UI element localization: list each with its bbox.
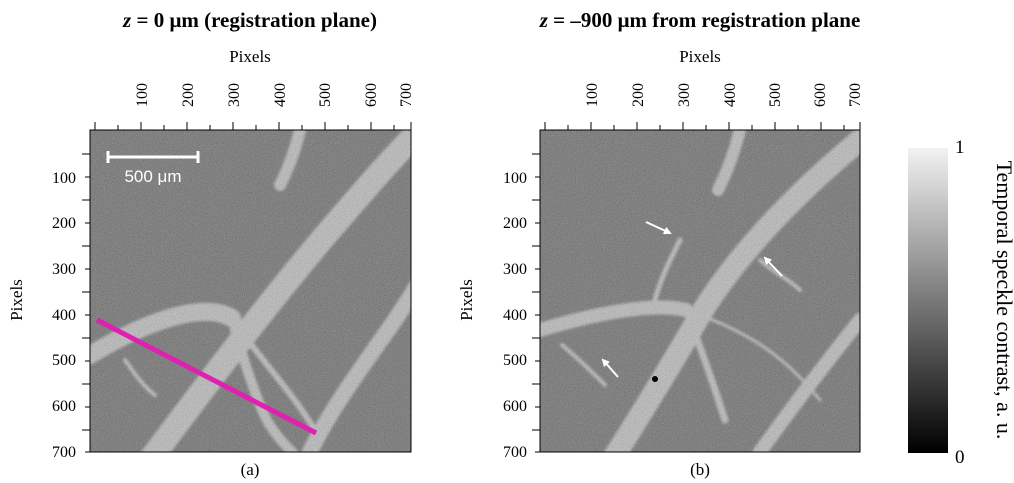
panel-b-arrow-3 bbox=[601, 358, 619, 378]
panel-a-x-tick-label: 400 bbox=[272, 83, 289, 107]
panel-b-x-tick-label: 700 bbox=[847, 83, 864, 107]
panel-b-x-tick-label: 600 bbox=[812, 83, 829, 107]
panel-b-y-tick-label: 200 bbox=[503, 215, 527, 232]
panel-a-scalebar bbox=[106, 151, 200, 163]
panel-a-y-tick-label: 200 bbox=[52, 215, 76, 232]
panel-b-frame bbox=[539, 129, 861, 453]
panel-b-x-axis-title: Pixels bbox=[679, 47, 721, 66]
panel-a: z = 0 μm (registration plane) Pixels 500… bbox=[7, 8, 415, 479]
panel-a-x-tick-label: 100 bbox=[134, 83, 151, 107]
panel-a-y-tick-label: 700 bbox=[52, 444, 76, 461]
panel-a-x-tick-label: 200 bbox=[180, 83, 197, 107]
panel-a-x-axis-title: Pixels bbox=[229, 47, 271, 66]
panel-b-speckle-texture bbox=[540, 130, 860, 452]
panel-b-title-rest: = –900 μm from registration plane bbox=[548, 8, 860, 32]
panel-b-y-tick-label: 600 bbox=[503, 398, 527, 415]
colorbar-max-label: 1 bbox=[955, 137, 965, 158]
panel-b-x-tick-label: 400 bbox=[722, 83, 739, 107]
panel-b-arrow-2 bbox=[763, 256, 783, 277]
panel-a-y-axis-title: Pixels bbox=[7, 279, 26, 321]
panel-a-y-tick-label: 300 bbox=[52, 261, 76, 278]
colorbar-min-label: 0 bbox=[955, 447, 965, 468]
panel-b: z = –900 μm from registration plane Pixe… bbox=[457, 8, 864, 479]
panel-a-x-ticks: 100 200 300 400 500 600 700 bbox=[94, 83, 415, 130]
panel-a-caption: (a) bbox=[241, 460, 260, 479]
panel-a-x-tick-label: 600 bbox=[363, 83, 380, 107]
colorbar-title: Temporal speckle contrast, a. u. bbox=[992, 161, 1014, 440]
panel-a-x-tick-label: 500 bbox=[317, 83, 334, 107]
panel-b-x-tick-label: 100 bbox=[584, 83, 601, 107]
panel-b-x-tick-label: 500 bbox=[767, 83, 784, 107]
panel-b-dark-spot bbox=[652, 376, 658, 382]
panel-b-caption: (b) bbox=[690, 460, 710, 479]
panel-b-x-ticks: 100 200 300 400 500 600 700 bbox=[544, 83, 864, 130]
panel-a-y-tick-label: 100 bbox=[52, 170, 76, 187]
panel-a-title-rest: = 0 μm (registration plane) bbox=[131, 8, 377, 32]
colorbar-gradient bbox=[908, 148, 948, 453]
panel-b-arrows bbox=[601, 221, 783, 378]
panel-a-x-tick-label: 700 bbox=[398, 83, 415, 107]
panel-a-x-tick-label: 300 bbox=[226, 83, 243, 107]
panel-b-image bbox=[540, 130, 860, 452]
panel-a-scalebar-label: 500 μm bbox=[124, 167, 181, 186]
panel-b-title: z = –900 μm from registration plane bbox=[539, 8, 861, 32]
panel-a-title: z = 0 μm (registration plane) bbox=[122, 8, 377, 32]
panel-b-title-italic: z bbox=[539, 8, 549, 32]
panel-b-y-ticks: 100 200 300 400 500 600 700 bbox=[503, 153, 540, 461]
panel-a-y-tick-label: 500 bbox=[52, 352, 76, 369]
panel-b-y-tick-label: 400 bbox=[503, 307, 527, 324]
panel-b-x-tick-label: 200 bbox=[630, 83, 647, 107]
panel-b-y-tick-label: 100 bbox=[503, 170, 527, 187]
panel-b-y-tick-label: 500 bbox=[503, 352, 527, 369]
panel-b-y-axis-title: Pixels bbox=[457, 279, 476, 321]
panel-a-profile-line bbox=[95, 317, 318, 436]
colorbar: 1 0 Temporal speckle contrast, a. u. bbox=[908, 137, 1014, 468]
panel-a-y-ticks: 100 200 300 400 500 600 700 bbox=[52, 153, 90, 461]
panel-b-arrow-1 bbox=[645, 221, 672, 235]
panel-b-y-tick-label: 300 bbox=[503, 261, 527, 278]
panel-a-y-tick-label: 400 bbox=[52, 307, 76, 324]
panel-a-title-italic: z bbox=[122, 8, 132, 32]
panel-a-y-tick-label: 600 bbox=[52, 398, 76, 415]
panel-a-image: 500 μm bbox=[90, 130, 411, 452]
panel-b-x-tick-label: 300 bbox=[676, 83, 693, 107]
panel-b-y-tick-label: 700 bbox=[503, 444, 527, 461]
panel-a-frame bbox=[89, 129, 412, 453]
